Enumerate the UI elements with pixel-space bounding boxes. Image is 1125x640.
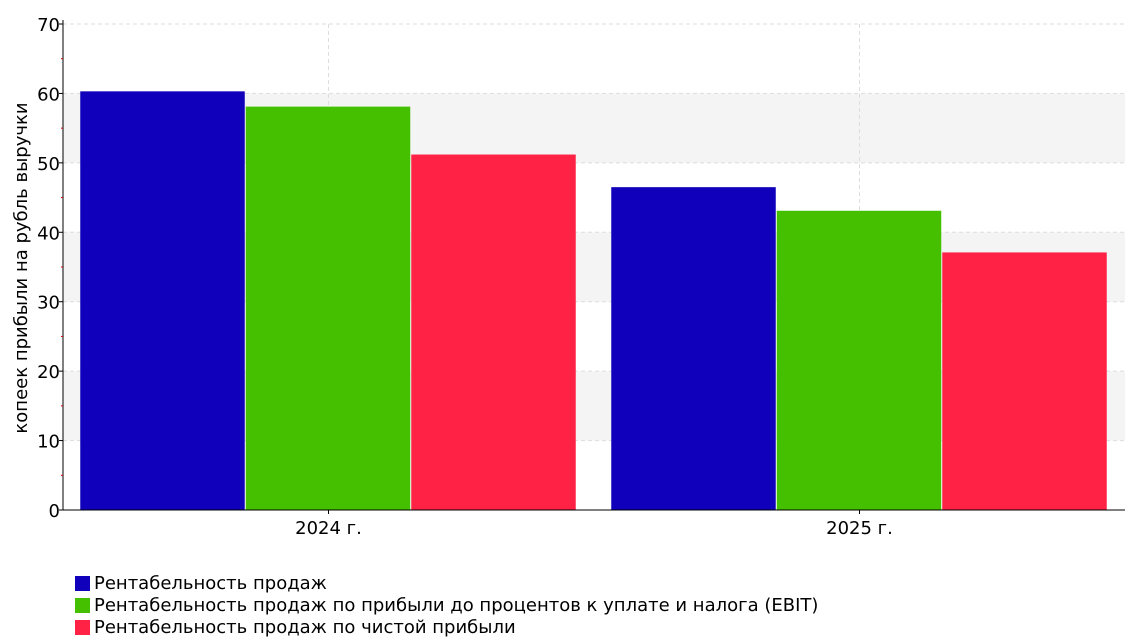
y-tick-label: 20: [37, 362, 60, 383]
y-tick-label: 70: [37, 15, 60, 36]
bar-2-2: [776, 210, 942, 510]
x-tick-label: 2025 г.: [826, 518, 893, 539]
y-tick-label: 50: [37, 154, 60, 175]
legend-label: Рентабельность продаж по чистой прибыли: [94, 616, 516, 638]
legend-label: Рентабельность продаж: [94, 572, 327, 594]
legend-swatch-red: [75, 619, 90, 635]
bar-chart: 0 10 20 30 40 50 60 70 2024 г. 2025 г. копеек пр…: [11, 15, 1125, 539]
bar-1-1: [80, 91, 245, 511]
legend-item-net-profitability: Рентабельность продаж по чистой прибыли: [75, 616, 818, 638]
y-tick-label: 0: [49, 501, 60, 522]
y-tick-label: 10: [37, 432, 60, 453]
y-tick-label: 60: [37, 84, 60, 105]
legend-item-ebit-profitability: Рентабельность продаж по прибыли до проц…: [75, 594, 818, 616]
legend: Рентабельность продаж Рентабельность про…: [75, 572, 818, 638]
y-tick-label: 40: [37, 223, 60, 244]
bar-1-2: [611, 187, 776, 510]
x-axis-ticks: 2024 г. 2025 г.: [295, 510, 893, 539]
y-tick-label: 30: [37, 293, 60, 314]
y-axis-ticks: 0 10 20 30 40 50 60 70: [37, 15, 63, 522]
legend-swatch-green: [75, 597, 90, 613]
y-axis-title: копеек прибыли на рубль выручки: [11, 102, 32, 433]
bar-3-2: [942, 252, 1107, 511]
axes: [62, 20, 1125, 511]
legend-swatch-blue: [75, 575, 90, 591]
bars: [80, 91, 1107, 511]
legend-item-sales-profitability: Рентабельность продаж: [75, 572, 818, 594]
x-tick-label: 2024 г.: [295, 518, 362, 539]
bar-2-1: [245, 106, 411, 511]
legend-label: Рентабельность продаж по прибыли до проц…: [94, 594, 819, 616]
bar-3-1: [411, 154, 576, 511]
